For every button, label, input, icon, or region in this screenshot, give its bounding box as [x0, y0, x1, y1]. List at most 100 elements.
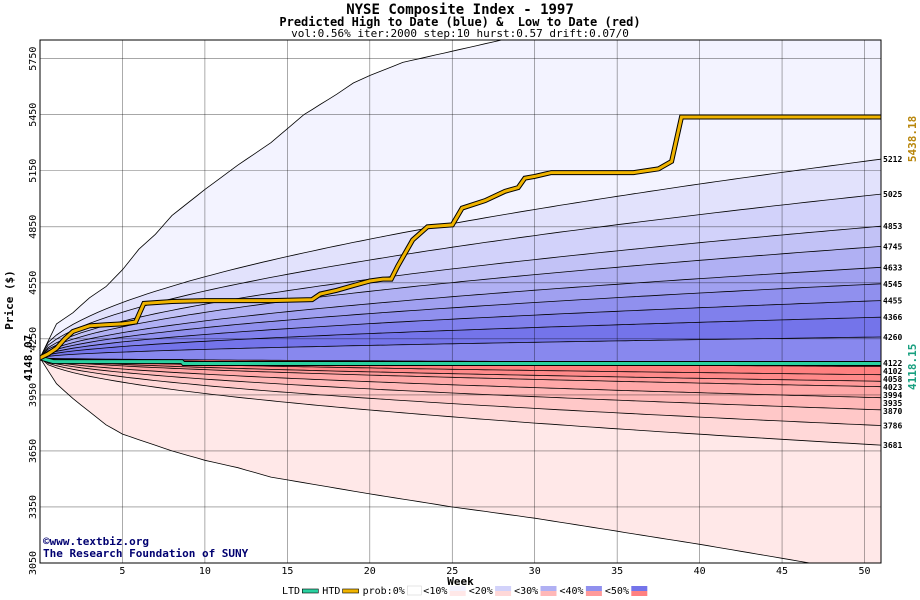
quantile-end-label: 5212 [883, 155, 902, 164]
y-tick-label: 5150 [28, 159, 39, 183]
quantile-end-label: 4122 [883, 359, 902, 368]
x-tick-label: 30 [529, 566, 541, 577]
high-quantile-line [40, 300, 881, 359]
low-quantile-line [40, 357, 881, 411]
low-quantile-line [40, 357, 881, 376]
quantile-end-label: 3681 [883, 441, 902, 450]
x-tick-label: 5 [119, 566, 125, 577]
watermark-site: ©www.textbiz.org [43, 535, 149, 548]
legend-swatch [495, 591, 512, 596]
quantile-end-label: 4455 [883, 297, 902, 306]
x-tick-label: 40 [694, 566, 706, 577]
quantile-end-label: 4853 [883, 222, 902, 231]
legend-label: <20% [469, 586, 493, 597]
legend-swatch [495, 586, 512, 591]
high-band [40, 283, 881, 358]
high-quantile-line [40, 158, 881, 359]
quantile-end-label: 4366 [883, 313, 902, 322]
high-quantile-line [40, 283, 881, 359]
plot-frame [39, 39, 882, 564]
high-band [40, 267, 881, 358]
legend-label: <50% [605, 586, 629, 597]
high-quantile-line [40, 266, 881, 359]
start-price-label: 4148.07 [22, 335, 35, 381]
legend-swatch [540, 586, 557, 591]
x-tick-label: 25 [446, 566, 458, 577]
y-tick-label: 5750 [28, 47, 39, 71]
htd-value-label: 5438.18 [906, 116, 919, 162]
legend-swatch [631, 586, 648, 591]
legend-swatch [540, 591, 557, 596]
low-band [40, 357, 881, 387]
quantile-end-label: 4058 [883, 375, 902, 384]
x-axis-title: Week [447, 575, 474, 588]
legend-label: <30% [514, 586, 538, 597]
low-band [40, 357, 881, 410]
quantile-end-label: 3994 [883, 391, 902, 400]
legend-swatch [631, 591, 648, 596]
high-quantile-line [40, 336, 881, 359]
htd-line [40, 115, 881, 360]
y-tick-label: 4250 [28, 327, 39, 351]
quantile-end-label: 4102 [883, 367, 902, 376]
y-axis-title: Price ($) [3, 270, 16, 330]
legend-swatch [585, 591, 602, 596]
quantile-end-label: 4545 [883, 280, 902, 289]
quantile-end-label: 4023 [883, 383, 902, 392]
envelope-low-line [40, 357, 813, 563]
quantile-end-label: 4633 [883, 263, 902, 272]
y-tick-label: 3950 [28, 383, 39, 407]
legend-swatch [301, 588, 319, 594]
low-band [40, 357, 881, 563]
low-band [40, 357, 881, 426]
legend-swatch [407, 585, 422, 596]
low-quantile-line [40, 357, 881, 446]
y-tick-label: 4550 [28, 271, 39, 295]
low-quantile-line [40, 357, 881, 382]
low-quantile-line [40, 357, 881, 426]
legend-label: prob:0% [363, 586, 405, 597]
high-quantile-line [40, 316, 881, 359]
chart-subtitle: Predicted High to Date (blue) & Low to D… [279, 15, 641, 29]
x-tick-label: 50 [858, 566, 870, 577]
low-band [40, 357, 881, 446]
watermark-org: The Research Foundation of SUNY [43, 547, 249, 560]
legend-swatch [585, 586, 602, 591]
legend-label: <40% [560, 586, 584, 597]
quantile-end-label: 5025 [883, 190, 902, 199]
low-quantile-line [40, 357, 881, 388]
quantile-end-label: 3786 [883, 422, 902, 431]
quantile-end-label: 4260 [883, 333, 902, 342]
y-tick-label: 5450 [28, 103, 39, 127]
y-tick-label: 4850 [28, 215, 39, 239]
high-band [40, 246, 881, 358]
legend-label: <10% [423, 586, 447, 597]
ltd-line [40, 356, 881, 365]
x-tick-label: 35 [611, 566, 623, 577]
y-tick-label: 3350 [28, 495, 39, 519]
ltd-value-label: 4118.15 [906, 344, 919, 390]
high-quantile-line [40, 225, 881, 359]
quantile-end-label: 3870 [883, 407, 902, 416]
legend-swatch [342, 588, 359, 594]
legend-label: LTD [282, 586, 300, 597]
high-band [40, 300, 881, 358]
y-tick-label: 3650 [28, 439, 39, 463]
high-band [40, 194, 881, 358]
high-quantile-line [40, 246, 881, 359]
high-band [40, 337, 881, 363]
legend-swatch [449, 586, 466, 591]
envelope-high-line [40, 40, 504, 359]
x-tick-label: 10 [199, 566, 211, 577]
x-tick-label: 15 [281, 566, 293, 577]
x-tick-label: 45 [776, 566, 788, 577]
high-band [40, 159, 881, 358]
x-tick-label: 20 [364, 566, 376, 577]
y-tick-label: 3050 [28, 551, 39, 575]
legend-swatch [449, 591, 466, 596]
high-band [40, 226, 881, 358]
low-quantile-line [40, 357, 881, 399]
quantile-end-label: 3935 [883, 399, 902, 408]
chart-title: NYSE Composite Index - 1997 [346, 2, 574, 18]
